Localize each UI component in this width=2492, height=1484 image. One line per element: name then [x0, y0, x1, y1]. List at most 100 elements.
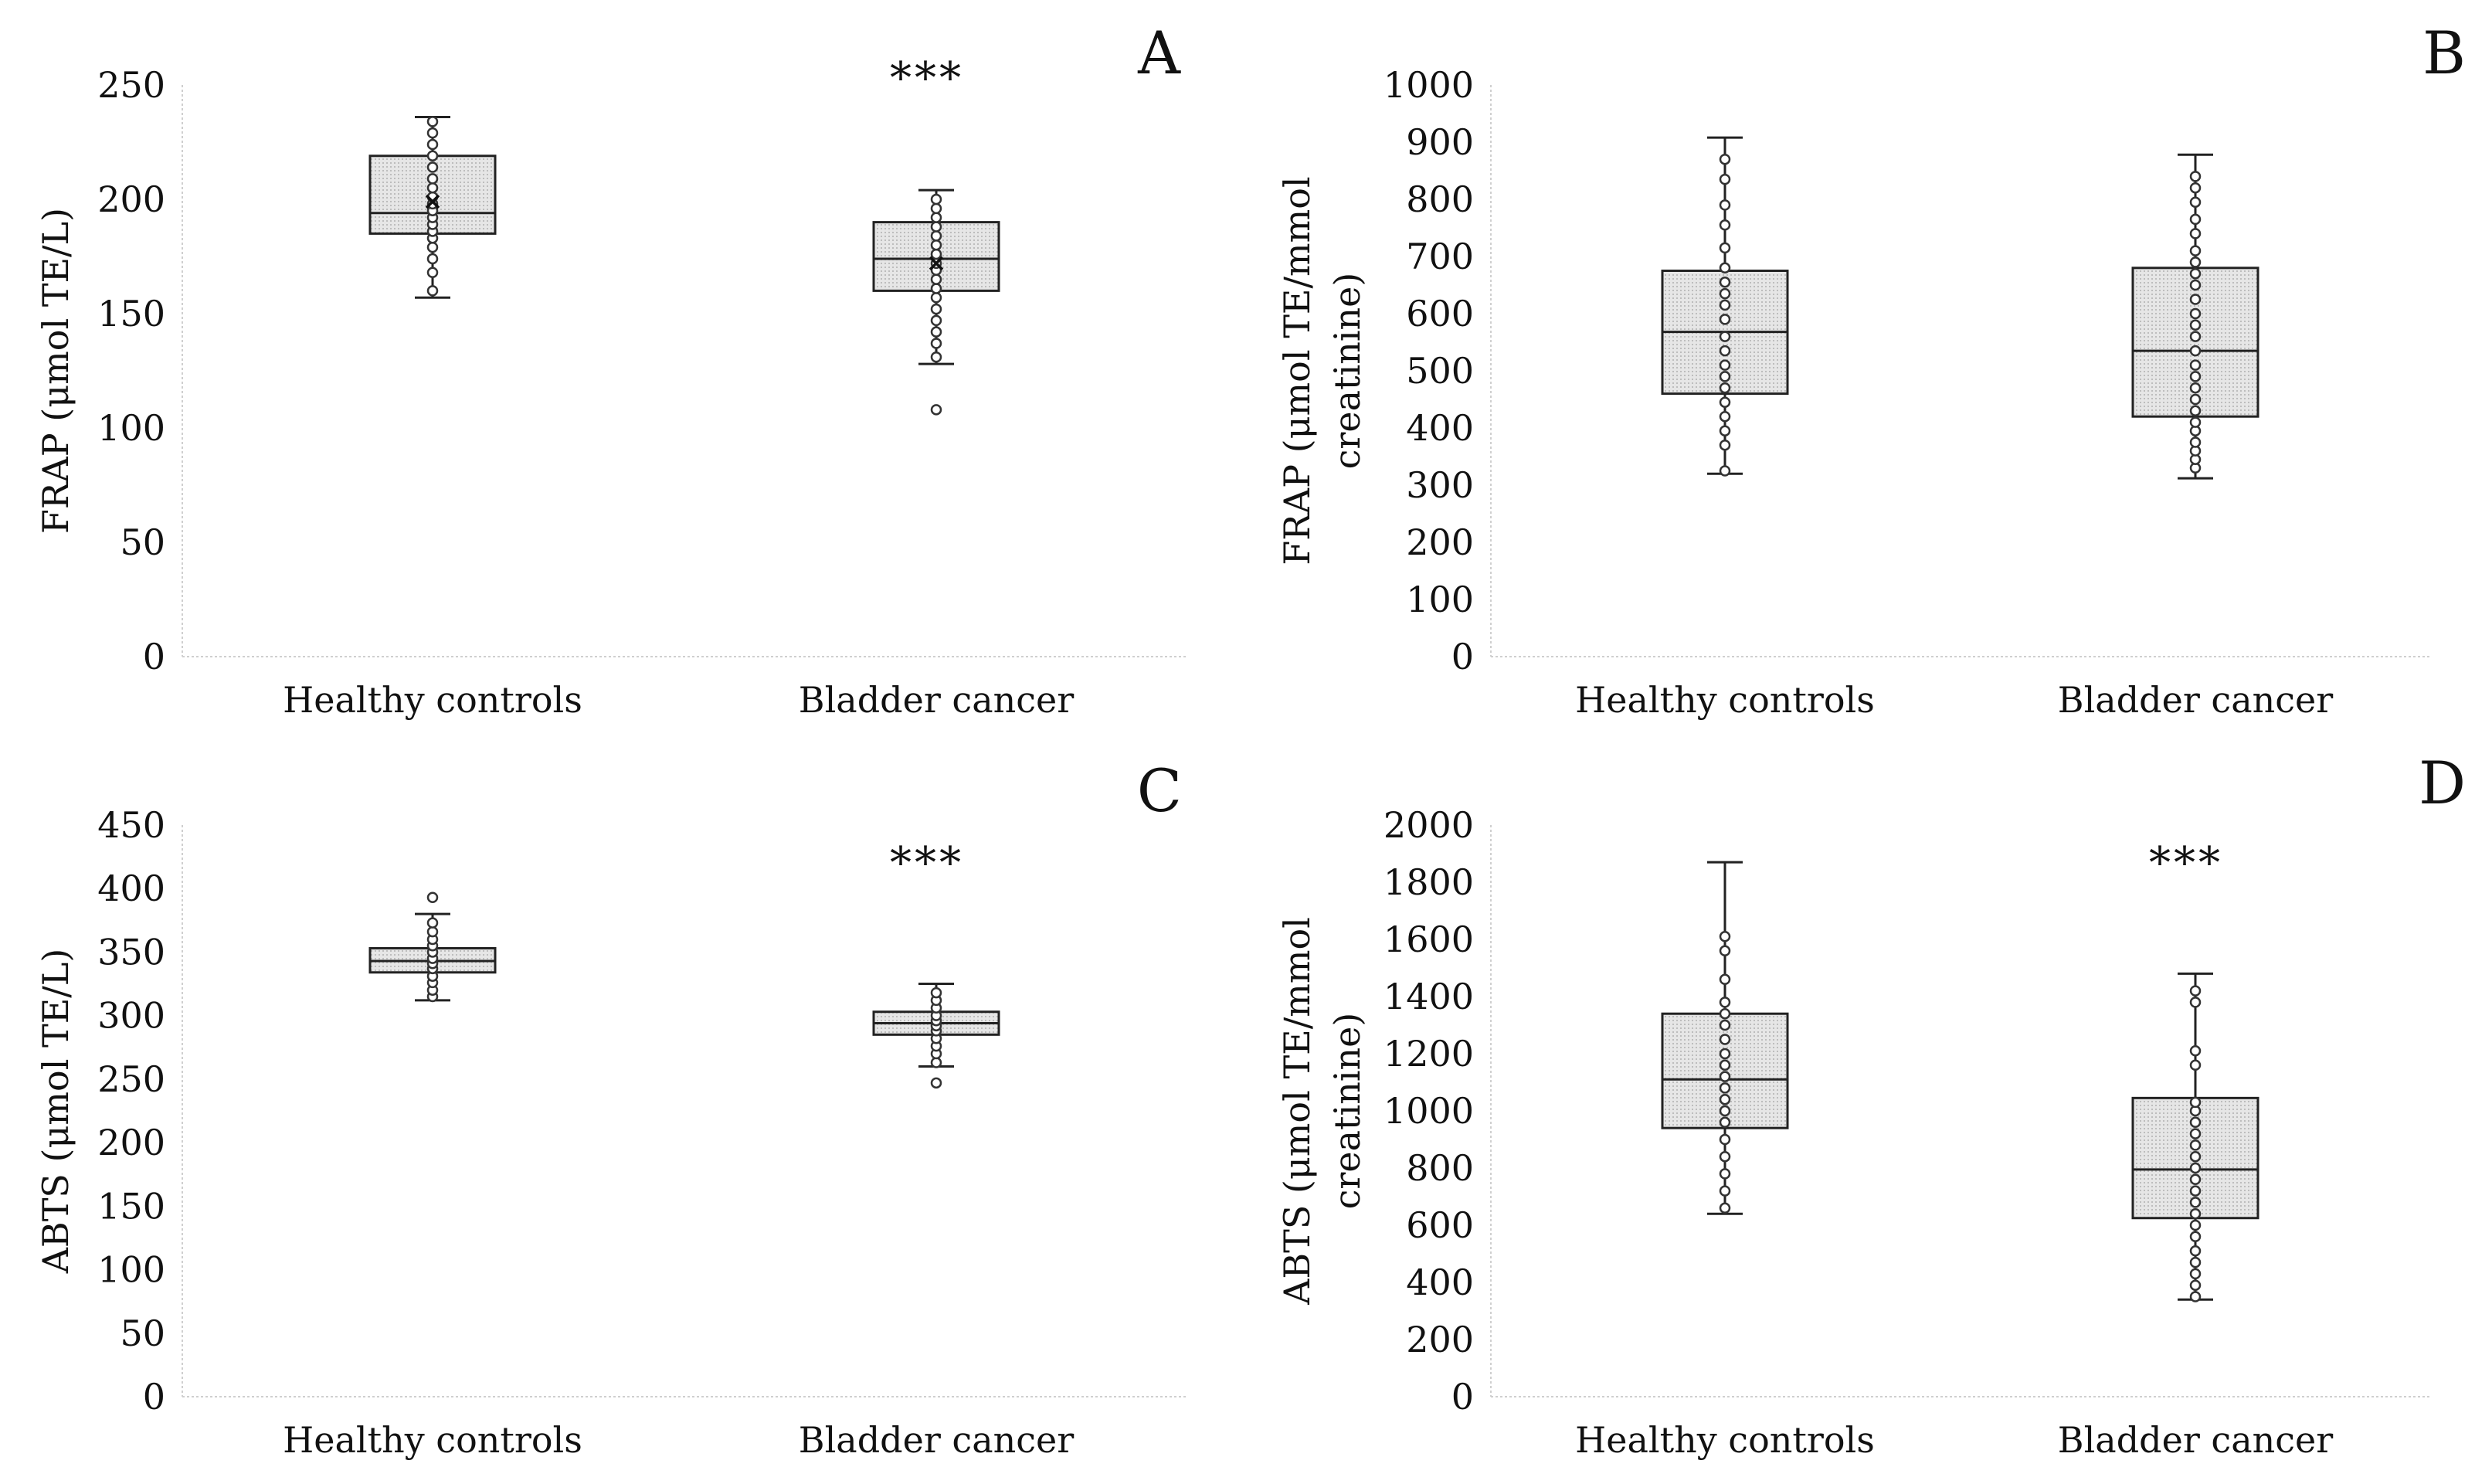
data-point [930, 338, 942, 349]
y-tick-label: 1400 [1384, 976, 1474, 1017]
panel-a: 0 50 100 150 200 250 FRAP (μmol TE/L) Healthy c… [35, 19, 1187, 721]
y-tick-label: 600 [1406, 293, 1474, 334]
data-point [1719, 299, 1731, 311]
y-tick-label: 800 [1406, 178, 1474, 220]
y-tick-label: 300 [1406, 464, 1474, 506]
x-tick-label-healthy-controls: Healthy controls [283, 679, 582, 721]
data-point [2189, 345, 2202, 357]
y-tick-label: 400 [1406, 407, 1474, 449]
mean-marker [929, 256, 944, 271]
panel-b: 0 100 200 300 400 500 600 700 800 900 1000 FRAP (μm… [1276, 19, 2466, 721]
data-point [426, 127, 439, 139]
data-point [426, 116, 439, 127]
y-tick-label: 100 [97, 407, 165, 449]
y-tick-label: 250 [97, 64, 165, 106]
data-point [2189, 196, 2202, 208]
data-point [1719, 1082, 1731, 1094]
box-bladder-cancer [2131, 972, 2259, 1302]
data-point [2189, 371, 2202, 382]
y-tick-label: 150 [97, 1185, 165, 1227]
y-tick-label: 50 [120, 521, 165, 563]
box-healthy-controls [1661, 861, 1789, 1215]
data-point [2189, 436, 2202, 448]
data-point [426, 182, 439, 194]
box-bladder-cancer [2131, 153, 2259, 480]
x-tick-label-bladder-cancer: Bladder cancer [799, 679, 1074, 721]
data-point [930, 351, 942, 363]
data-point [426, 267, 439, 278]
data-point [930, 230, 942, 242]
data-point [2189, 1185, 2202, 1197]
y-tick-label: 450 [97, 804, 165, 846]
outlier-point [930, 404, 942, 416]
data-point [1719, 331, 1731, 342]
y-axis-label: creatinine) [1326, 273, 1368, 470]
data-point [2189, 1279, 2202, 1291]
data-point [930, 248, 942, 260]
y-tick-label: 100 [1406, 579, 1474, 620]
data-point [1719, 262, 1731, 274]
data-point [1719, 1133, 1731, 1146]
data-point [930, 1057, 942, 1068]
data-point [930, 314, 942, 327]
panel-d: 0 200 400 600 800 1000 1200 1400 1600 1800 2000 ABT… [1276, 749, 2466, 1461]
data-point [1719, 345, 1731, 357]
data-point [1719, 1059, 1731, 1071]
y-tick-label: 800 [1406, 1147, 1474, 1189]
data-point [1719, 173, 1731, 185]
data-point [2189, 359, 2202, 371]
data-point [2189, 393, 2202, 406]
data-point [930, 221, 942, 233]
y-tick-label: 200 [97, 178, 165, 220]
y-axis-label: creatinine) [1326, 1013, 1368, 1210]
data-point [2189, 1231, 2202, 1243]
y-tick-label: 0 [1451, 1376, 1474, 1418]
significance-stars: *** [890, 53, 964, 104]
data-point [1719, 1093, 1731, 1105]
y-tick-label: 200 [1406, 1319, 1474, 1360]
data-point [2189, 1219, 2202, 1231]
data-point [2189, 1128, 2202, 1139]
data-point [426, 241, 439, 253]
data-point [2189, 1045, 2202, 1057]
data-point [426, 138, 439, 151]
outlier-point [426, 891, 439, 903]
data-point [1719, 287, 1731, 300]
y-tick-label: 500 [1406, 350, 1474, 392]
data-point [1719, 1202, 1731, 1214]
outlier-point [930, 1077, 942, 1089]
data-point [1719, 382, 1731, 394]
y-tick-label: 2000 [1384, 804, 1474, 846]
data-point [1719, 973, 1731, 986]
y-tick-label: 150 [97, 293, 165, 334]
data-point [2189, 256, 2202, 268]
box-healthy-controls [1661, 136, 1789, 477]
y-tick-label: 50 [120, 1313, 165, 1354]
box-healthy-controls [368, 115, 497, 299]
data-point [2189, 416, 2202, 428]
data-point [2189, 1291, 2202, 1302]
data-point [2189, 1245, 2202, 1257]
y-tick-label: 1600 [1384, 919, 1474, 960]
y-axis-label: FRAP (μmol TE/L) [35, 208, 76, 534]
data-point [1719, 359, 1731, 371]
data-point [1719, 1150, 1731, 1163]
x-tick-label-healthy-controls: Healthy controls [1575, 1419, 1875, 1461]
data-point [426, 253, 439, 265]
data-point [2189, 997, 2202, 1008]
data-point [2189, 1059, 2202, 1071]
y-tick-label: 1000 [1384, 64, 1474, 106]
y-tick-label: 350 [97, 931, 165, 973]
panel-label: A [1137, 19, 1181, 87]
data-point [930, 212, 942, 223]
data-point [1719, 277, 1731, 288]
data-point [1719, 242, 1731, 254]
y-tick-label: 250 [97, 1058, 165, 1100]
data-point [2189, 405, 2202, 417]
data-point [2189, 319, 2202, 331]
data-point [2189, 213, 2202, 226]
data-point [2189, 382, 2202, 394]
panel-c: 0 50 100 150 200 250 300 350 400 450 ABTS (μmol TE… [35, 756, 1187, 1461]
data-point [1719, 1071, 1731, 1082]
